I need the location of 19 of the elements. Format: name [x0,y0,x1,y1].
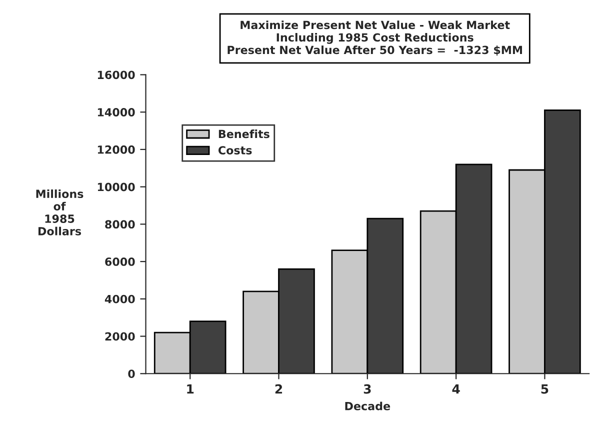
legend-label: Benefits [218,130,270,138]
y-tick-label: 10000 [98,182,135,192]
y-tick-label: 14000 [98,108,135,116]
x-tick-label: 2 [275,384,282,394]
y-tick-label: 2000 [105,332,135,341]
x-tick-label: 5 [541,384,548,394]
chart-title: Maximize Present Net Value - Weak Market Including 1985 Cost Reductions Present Net Value After 50 Years = -1323 $MM [228,20,522,56]
y-tick-label: 8000 [105,220,135,229]
x-tick-label: 1 [187,384,194,394]
x-axis-title: Decade [345,402,390,410]
y-tick-label: 4000 [104,294,135,304]
y-tick-label: 16000 [98,70,135,80]
y-axis-title: Millions of 1985 Dollars [36,189,84,236]
y-tick-label: 12000 [98,145,135,154]
y-tick-label: 0 [128,370,135,378]
x-tick-label: 3 [364,384,371,394]
legend-label: Costs [218,146,252,154]
y-tick-label: 6000 [105,258,135,266]
x-tick-label: 4 [452,384,460,394]
